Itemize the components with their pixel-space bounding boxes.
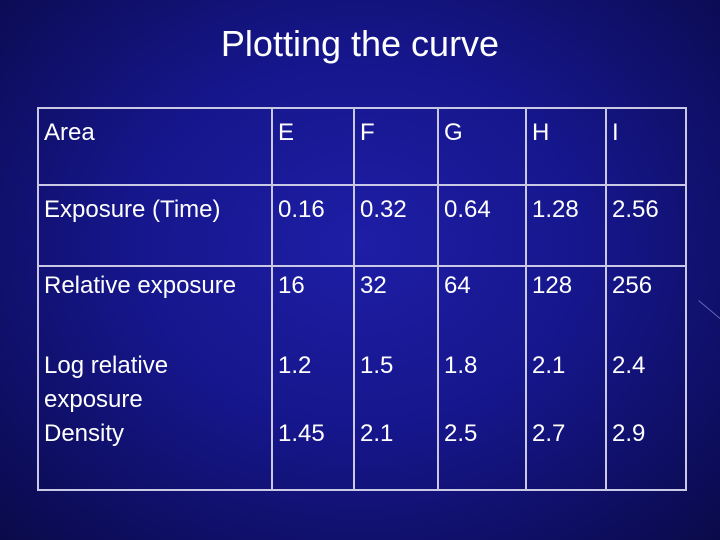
table-cell: 2.56 (605, 184, 687, 267)
header-cell-i: I (605, 107, 687, 186)
header-cell-f: F (353, 107, 439, 186)
table-cell: 1.2 (271, 347, 355, 417)
row-label: Log relative exposure (37, 347, 273, 417)
table-cell: 2.1 (525, 347, 607, 417)
table-cell: 16 (271, 265, 355, 347)
table-row-density: Density 1.45 2.1 2.5 2.7 2.9 (37, 417, 687, 491)
header-cell-area: Area (37, 107, 273, 186)
table-cell: 0.16 (271, 184, 355, 267)
table-cell: 1.5 (353, 347, 439, 417)
table-cell: 128 (525, 265, 607, 347)
table-cell: 2.5 (437, 417, 527, 491)
row-label: Exposure (Time) (37, 184, 273, 267)
table-cell: 1.45 (271, 417, 355, 491)
table-header-row: Area E F G H I (37, 107, 687, 186)
table-cell: 2.1 (353, 417, 439, 491)
header-cell-h: H (525, 107, 607, 186)
header-cell-e: E (271, 107, 355, 186)
table-cell: 1.28 (525, 184, 607, 267)
table-cell: 0.32 (353, 184, 439, 267)
table-cell: 2.7 (525, 417, 607, 491)
table-row-exposure-time: Exposure (Time) 0.16 0.32 0.64 1.28 2.56 (37, 184, 687, 267)
slide-title: Plotting the curve (220, 23, 500, 64)
decorative-line (698, 300, 720, 319)
table-row-log-relative-exposure: Log relative exposure 1.2 1.5 1.8 2.1 2.… (37, 347, 687, 417)
table-row-relative-exposure: Relative exposure 16 32 64 128 256 (37, 265, 687, 347)
data-table: Area E F G H I Exposure (Time) 0.16 0.32… (37, 107, 687, 491)
table-cell: 1.8 (437, 347, 527, 417)
row-label: Relative exposure (37, 265, 273, 347)
row-label: Density (37, 417, 273, 491)
table-cell: 0.64 (437, 184, 527, 267)
table-cell: 32 (353, 265, 439, 347)
table-cell: 2.9 (605, 417, 687, 491)
header-cell-g: G (437, 107, 527, 186)
table-cell: 2.4 (605, 347, 687, 417)
table-cell: 256 (605, 265, 687, 347)
table-cell: 64 (437, 265, 527, 347)
